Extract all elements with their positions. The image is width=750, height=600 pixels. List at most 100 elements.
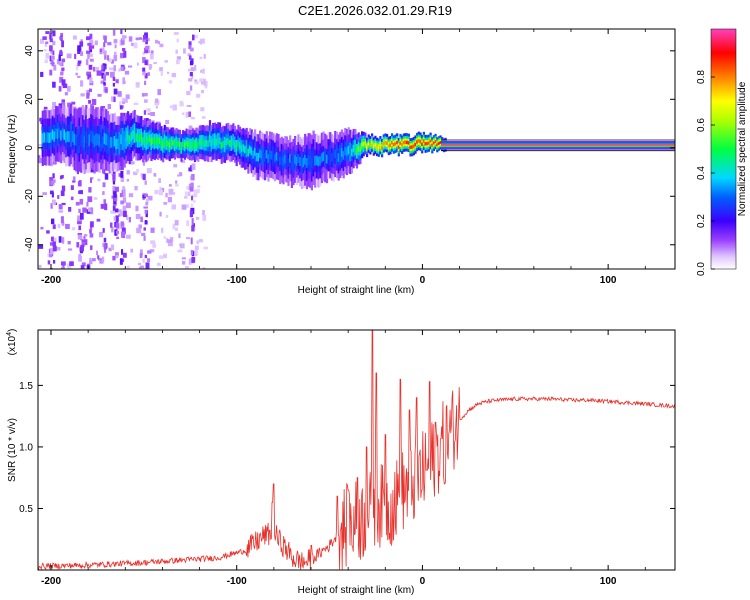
spectrogram-noise-cell xyxy=(181,160,186,163)
spectrogram-noise-cell xyxy=(113,96,116,103)
spectrogram-noise-cell xyxy=(202,79,206,83)
spectrogram-noise-cell xyxy=(111,170,115,176)
spectrogram-noise-cell xyxy=(196,240,199,245)
spectrogram-ridge-cell xyxy=(140,133,143,142)
spectrogram-noise-cell xyxy=(188,167,192,172)
spectrogram-noise-cell xyxy=(89,48,93,53)
spectrogram-noise-cell xyxy=(119,105,123,110)
spectrogram-noise-cell xyxy=(90,45,95,49)
spectrogram-ridge-cell xyxy=(152,137,155,144)
spectrogram-noise-cell xyxy=(112,202,117,206)
spectrogram-noise-cell xyxy=(131,42,136,46)
spectrogram-ridge-cell xyxy=(50,132,53,143)
y-tick-label: 1.0 xyxy=(19,442,33,453)
colorbar-tick-label: 0.0 xyxy=(696,262,707,276)
spectrogram-marks xyxy=(38,29,675,269)
spectrogram-noise-cell xyxy=(86,92,90,99)
spectrogram-noise-cell xyxy=(142,71,146,76)
spectrogram-noise-cell xyxy=(88,100,92,104)
spectrogram-ridge-cell xyxy=(357,145,360,152)
spectrogram-noise-cell xyxy=(133,171,138,176)
spectrogram-noise-cell xyxy=(83,236,86,239)
spectrogram-ridge-cell xyxy=(103,132,106,145)
spectrogram-noise-cell xyxy=(93,197,98,200)
spectrogram-noise-cell xyxy=(40,71,44,77)
spectrogram-ridge-cell xyxy=(220,142,223,149)
spectrogram-ridge-cell xyxy=(374,143,377,147)
spectrogram-ridge-cell xyxy=(88,134,91,147)
spectrogram-noise-cell xyxy=(110,244,115,251)
spectrogram-noise-cell xyxy=(57,223,61,229)
spectrogram-noise-cell xyxy=(89,33,93,39)
spectrogram-noise-cell xyxy=(77,234,83,240)
spectrogram-ridge-cell xyxy=(121,134,125,144)
spectrogram-ridge-cell xyxy=(101,136,105,148)
spectrogram-noise-cell xyxy=(50,50,53,54)
spectrogram-noise-cell xyxy=(80,80,84,87)
spectrogram-ridge-cell xyxy=(56,128,59,139)
spectrogram-ridge-cell xyxy=(135,133,138,142)
spectrogram-ridge-cell xyxy=(90,130,93,143)
spectrogram-ridge-cell xyxy=(185,140,188,146)
spectrogram-ridge-cell xyxy=(167,140,170,147)
spectrogram-noise-cell xyxy=(104,173,109,180)
spectrogram-ridge-cell xyxy=(244,145,247,154)
spectrogram-noise-cell xyxy=(94,40,98,46)
spectrogram-noise-cell xyxy=(145,45,150,50)
spectrogram-noise-cell xyxy=(121,231,125,238)
spectrogram-noise-cell xyxy=(171,204,177,210)
spectrogram-noise-cell xyxy=(193,200,196,203)
spectrogram-noise-cell xyxy=(174,220,179,226)
spectrogram-noise-cell xyxy=(198,239,203,243)
spectrogram-noise-cell xyxy=(49,55,52,62)
spectrogram-noise-cell xyxy=(144,93,148,97)
y-tick-label: 0.5 xyxy=(19,504,33,515)
spectrogram-noise-cell xyxy=(155,39,159,44)
spectrogram-noise-cell xyxy=(197,185,201,188)
spectrogram-ridge-cell xyxy=(91,131,95,144)
spectrogram-noise-cell xyxy=(58,236,62,243)
spectrogram-noise-cell xyxy=(177,174,180,177)
spectrogram-noise-cell xyxy=(199,56,203,60)
snr-x-ticks: -200 -100 0 100 xyxy=(41,330,646,587)
spectrogram-ridge-cell xyxy=(417,139,420,143)
spectrogram-noise-cell xyxy=(43,106,48,110)
spectrogram-noise-cell xyxy=(144,254,147,259)
y-tick-label: 0 xyxy=(24,145,35,151)
spectrogram-ridge-cell xyxy=(371,140,374,145)
spectrogram-noise-cell xyxy=(144,209,148,214)
spectrogram-ridge-cell xyxy=(337,153,340,162)
spectrogram-noise-cell xyxy=(61,261,66,266)
spectrogram-ridge-cell xyxy=(130,132,133,142)
spectrogram-noise-cell xyxy=(142,160,145,166)
spectrogram-noise-cell xyxy=(76,242,80,248)
spectrogram-ridge-cell xyxy=(419,140,422,144)
spectrogram-noise-cell xyxy=(142,173,146,181)
spectrogram-noise-cell xyxy=(190,203,193,207)
spectrogram-noise-cell xyxy=(166,238,169,243)
spectrogram-ridge-cell xyxy=(76,136,79,149)
spectrogram-noise-cell xyxy=(130,161,135,165)
spectrogram-noise-cell xyxy=(147,195,153,201)
spectrogram-noise-cell xyxy=(178,233,181,239)
spectrogram-ridge-cell xyxy=(252,150,255,159)
colorbar-gradient xyxy=(711,29,736,269)
spectrogram-noise-cell xyxy=(187,191,191,197)
spectrogram-noise-cell xyxy=(121,227,126,235)
spectrogram-noise-cell xyxy=(192,223,195,227)
spectrogram-noise-cell xyxy=(88,43,92,50)
spectrogram-noise-cell xyxy=(107,58,113,63)
spectrogram-noise-cell xyxy=(120,170,124,178)
spectrogram-noise-cell xyxy=(100,203,106,209)
spectrogram-noise-cell xyxy=(51,236,54,242)
spectrogram-noise-cell xyxy=(90,177,93,183)
spectrogram-noise-cell xyxy=(81,239,87,245)
spectrogram-noise-cell xyxy=(44,59,49,63)
spectrogram-noise-cell xyxy=(99,231,104,238)
spectrogram-noise-cell xyxy=(44,43,47,47)
spectrogram-ridge-cell xyxy=(294,155,297,164)
spectrogram-noise-cell xyxy=(96,218,101,222)
spectrogram-ridge-cell xyxy=(65,132,68,143)
spectrogram-noise-cell xyxy=(89,77,93,84)
